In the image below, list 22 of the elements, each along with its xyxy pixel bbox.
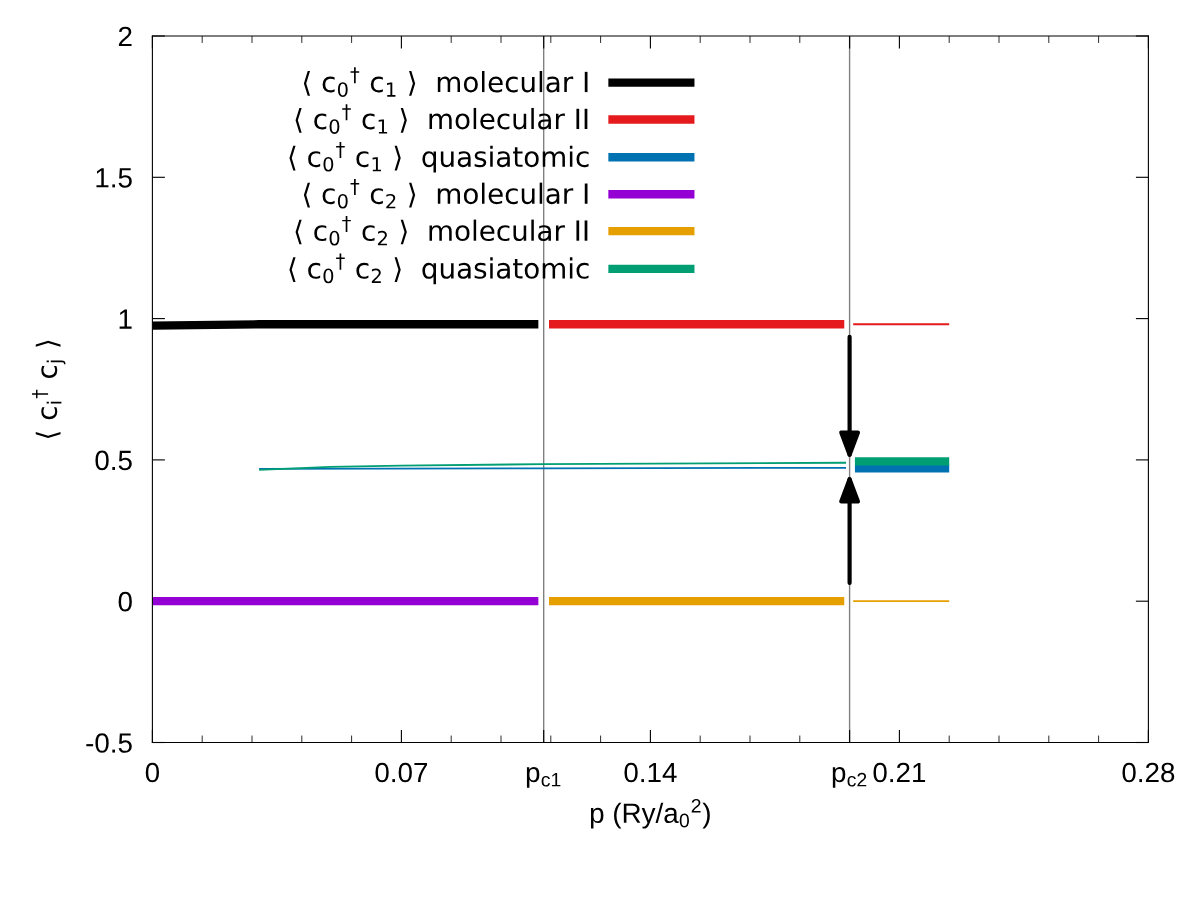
y-tick-label: 1.5: [96, 168, 132, 188]
legend-label: ⟨ c$_{0}$$^{†}$ c$_{2}$ ⟩ molecular I: [303, 178, 588, 209]
y-tick-label: -0.5: [86, 733, 132, 753]
x-tick-label: 0: [145, 762, 160, 783]
x-tick-label: 0.14: [624, 762, 677, 783]
x-tick-label: p$_{c1}$: [526, 767, 561, 788]
y-tick-label: 2: [118, 26, 132, 47]
legend-label: ⟨ c$_{0}$$^{†}$ c$_{1}$ ⟩ molecular II: [295, 104, 588, 134]
x-tick-label: p$_{c2}$: [832, 767, 867, 788]
legend-label: ⟨ c$_{0}$$^{†}$ c$_{2}$ ⟩ quasiatomic: [289, 253, 589, 285]
x-tick-label: 0.07: [375, 762, 428, 783]
x-tick-label: 0.28: [1122, 762, 1175, 783]
legend-label: ⟨ c$_{0}$$^{†}$ c$_{1}$ ⟩ quasiatomic: [289, 141, 589, 173]
y-tick-label: 0: [118, 591, 132, 612]
legend-label: ⟨ c$_{0}$$^{†}$ c$_{1}$ ⟩ molecular I: [303, 67, 588, 97]
y-tick-label: 1: [119, 309, 132, 329]
legend-label: ⟨ c$_{0}$$^{†}$ c$_{2}$ ⟩ molecular II: [295, 215, 588, 246]
y-axis-title: ⟨ c$_{i}$$^{†}$ c$_{j}$ ⟩: [32, 340, 66, 439]
line-series: [258, 461, 847, 471]
x-tick-label: 0.21: [873, 762, 926, 783]
y-tick-label: 0.5: [95, 450, 132, 471]
x-axis-title: p (Ry/a$_{0}$$^{2}$): [590, 798, 710, 829]
